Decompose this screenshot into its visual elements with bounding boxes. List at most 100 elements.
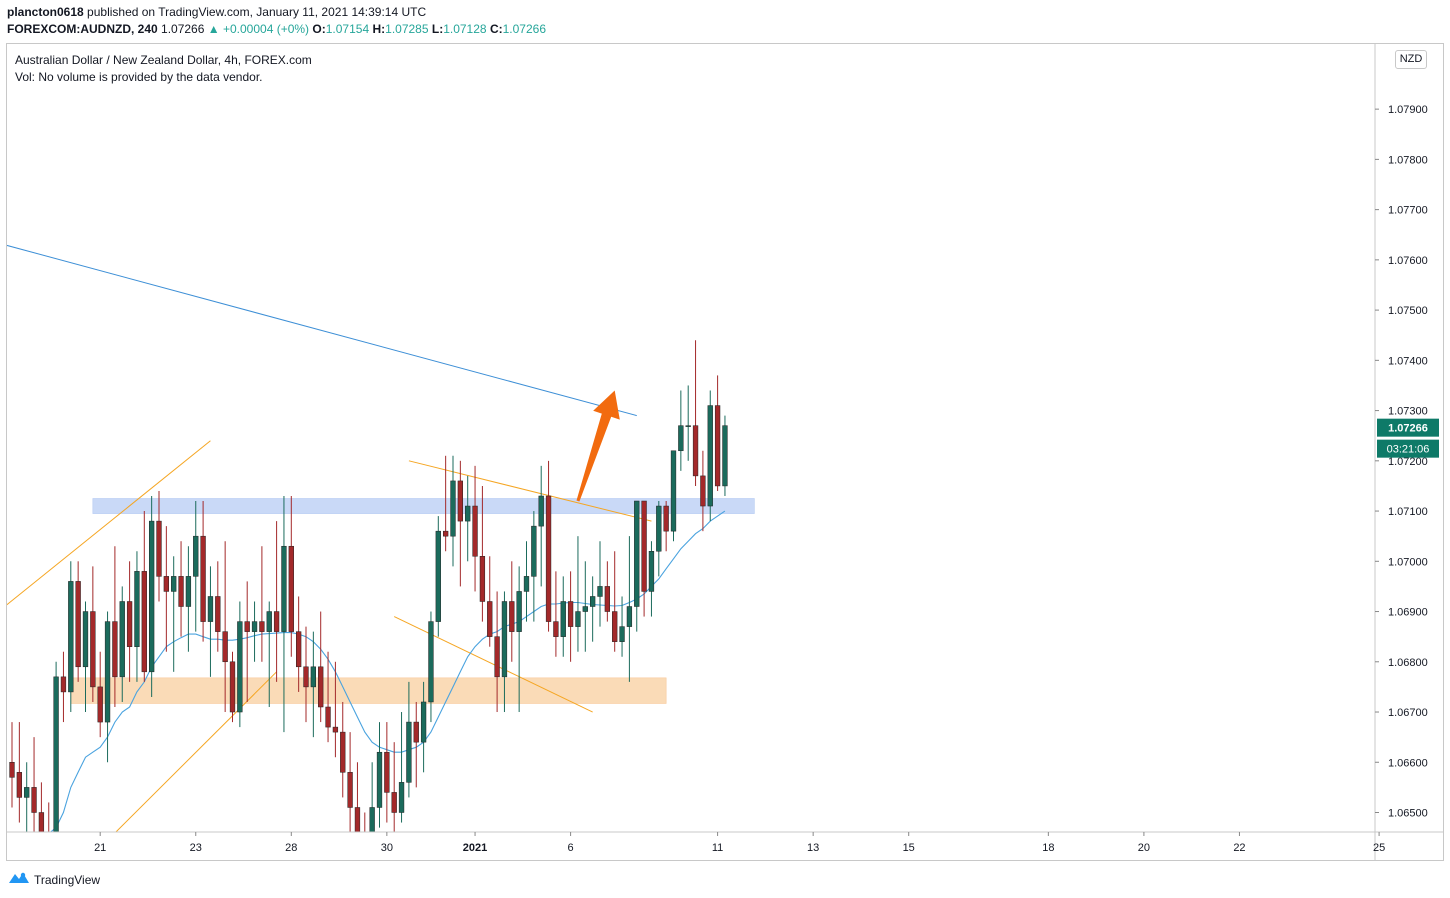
candle-body [9, 762, 15, 778]
current-price-tag [1377, 418, 1439, 437]
candle-body [82, 611, 89, 668]
candle-body [90, 611, 96, 688]
price-tick-label: 1.07900 [1388, 104, 1428, 116]
candle-body [714, 405, 721, 487]
candle-body [332, 726, 339, 733]
price-tick-label: 1.07200 [1388, 456, 1428, 468]
candle-body [134, 571, 140, 647]
candle-body [465, 505, 471, 522]
publisher-name[interactable]: plancton0618 [7, 5, 84, 19]
candle-body [193, 535, 199, 577]
blue-zone-0 [92, 498, 755, 514]
candle-body [420, 701, 427, 743]
candle-body [244, 621, 250, 632]
channel-line-0 [7, 440, 211, 606]
candle-body [325, 706, 331, 728]
candle-body [53, 676, 59, 832]
candle-body [185, 576, 192, 607]
candle-body [112, 621, 118, 678]
candle-body [31, 787, 37, 813]
candle-body [457, 480, 464, 522]
candle-body [288, 545, 294, 632]
low-value: 1.07128 [443, 22, 487, 36]
candle-body [590, 596, 596, 607]
close-value: 1.07266 [502, 22, 546, 36]
candle-body [575, 611, 581, 627]
close-label: C: [489, 22, 503, 36]
candle-body [369, 807, 375, 832]
price-tick-label: 1.06600 [1388, 757, 1428, 769]
candle-body [670, 450, 677, 532]
channel-line-2 [408, 460, 652, 522]
candle-body [149, 520, 155, 673]
candle-body [560, 601, 566, 637]
price-tick-label: 1.07700 [1388, 205, 1428, 217]
price-tick-label: 1.06700 [1388, 707, 1428, 719]
candle-body [523, 576, 530, 592]
candle-body [60, 676, 67, 693]
candle-body [413, 721, 419, 743]
candle-body [16, 772, 23, 798]
candle-body [678, 425, 684, 452]
price-tick-label: 1.07500 [1388, 305, 1428, 317]
countdown-tag [1377, 439, 1439, 458]
candle-body [156, 520, 162, 577]
time-tick-label: 13 [807, 842, 819, 854]
footer-brand-text: TradingView [34, 872, 101, 887]
candle-body [68, 581, 74, 693]
candle-body [443, 530, 449, 537]
candle-body [237, 621, 243, 713]
candle-body [487, 601, 493, 637]
candle-body [597, 586, 603, 597]
candle-body [553, 621, 559, 637]
publish-date: published on TradingView.com, January 11… [87, 5, 427, 19]
candle-body [516, 591, 522, 632]
candle-body [398, 782, 405, 813]
candle-body [376, 751, 383, 808]
time-tick-label: 30 [381, 842, 393, 854]
plot-area [7, 244, 755, 863]
candle-body [296, 631, 302, 668]
candle-body [391, 792, 397, 813]
candle-body [354, 807, 361, 832]
candle-body [362, 838, 367, 863]
candle-body [450, 480, 456, 537]
currency-label[interactable]: NZD [1395, 50, 1427, 69]
candle-body [347, 772, 353, 808]
time-tick-label: 22 [1233, 842, 1245, 854]
time-tick-label: 20 [1138, 842, 1150, 854]
price-tick-label: 1.06500 [1388, 808, 1428, 820]
candle-body [303, 666, 309, 688]
candle-body [685, 425, 691, 427]
candle-body [318, 666, 324, 708]
candle-body [567, 601, 574, 627]
candle-body [428, 621, 434, 703]
price-tick-label: 1.07800 [1388, 154, 1428, 166]
candle-body [310, 666, 317, 688]
volume-note: Vol: No volume is provided by the data v… [15, 70, 263, 84]
candle-body [273, 611, 280, 632]
time-tick-label: 21 [94, 842, 106, 854]
candle-body [24, 787, 30, 798]
ohlc-header: FOREXCOM:AUDNZD, 240 1.07266 ▲ +0.00004 … [7, 22, 546, 36]
countdown-label: 03:21:06 [1387, 444, 1430, 456]
footer-brand[interactable]: TradingView [8, 871, 100, 888]
channel-line-3 [393, 616, 593, 713]
candle-body [171, 576, 177, 592]
moving-average-line [49, 510, 726, 832]
candle-body [384, 751, 390, 793]
candle-body [215, 596, 221, 632]
candle-body [126, 601, 133, 647]
low-label: L: [431, 22, 444, 36]
time-tick-label: 2021 [463, 842, 487, 854]
candle-body [545, 495, 552, 622]
candle-body [641, 500, 647, 592]
candle-body [501, 601, 508, 678]
time-tick-label: 23 [190, 842, 202, 854]
time-tick-label: 18 [1042, 842, 1054, 854]
candle-body [648, 551, 655, 592]
candle-body [531, 525, 537, 577]
candle-body [222, 631, 228, 663]
bullish-arrow [576, 390, 620, 502]
